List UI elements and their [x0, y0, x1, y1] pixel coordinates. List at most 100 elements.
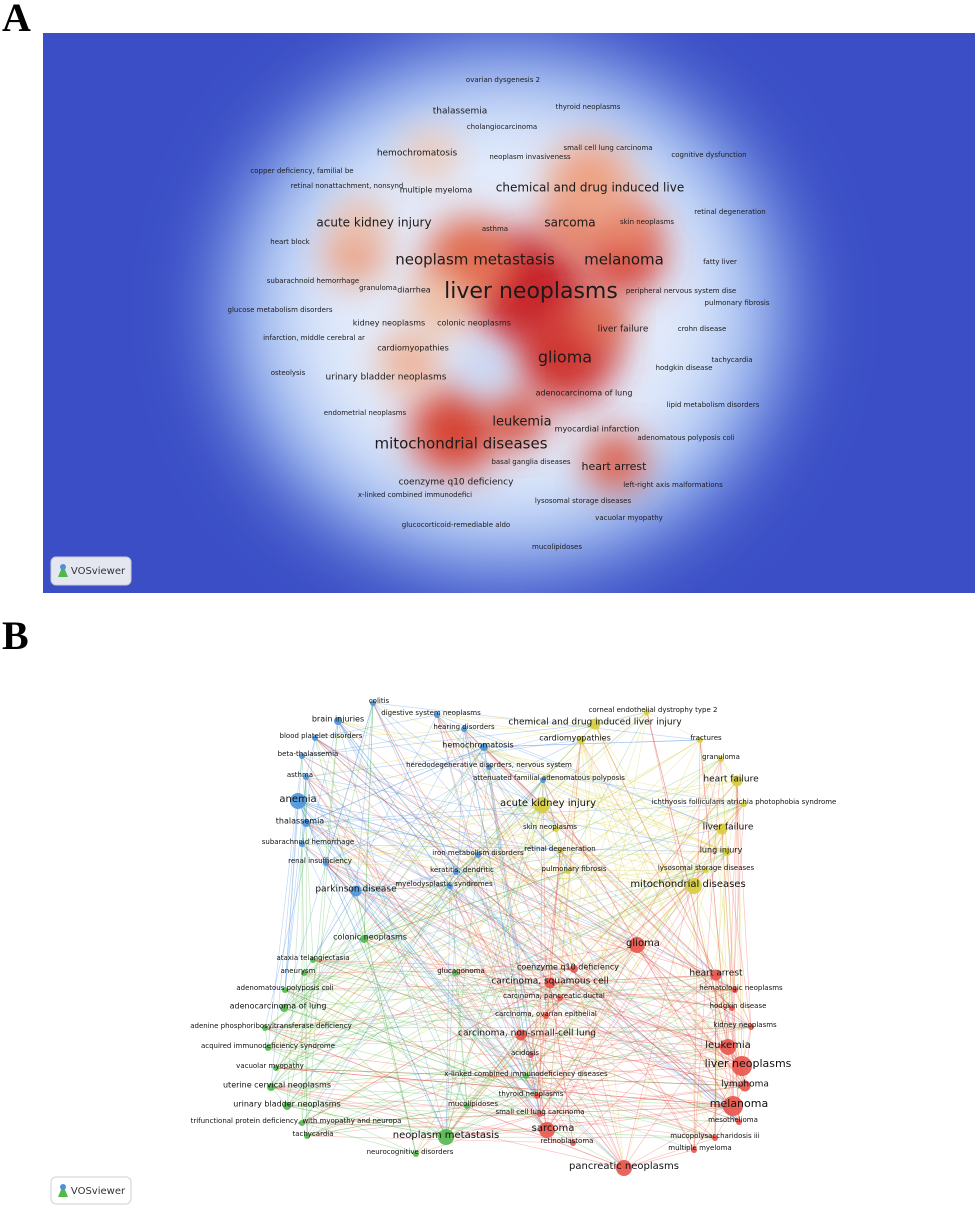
density-hotspot	[380, 332, 440, 392]
node	[732, 1056, 752, 1076]
density-hotspot	[548, 140, 632, 224]
edge	[306, 1085, 746, 1137]
edge	[488, 766, 695, 1151]
edge	[726, 851, 752, 1028]
edge	[303, 804, 543, 974]
node	[697, 737, 703, 743]
edge	[436, 714, 596, 725]
edge	[483, 746, 695, 887]
edge	[372, 702, 457, 873]
edge	[306, 1105, 468, 1137]
node-label: mucolipidoses	[448, 1100, 498, 1108]
edge	[636, 944, 736, 991]
edge	[559, 997, 729, 1048]
edge	[264, 1026, 752, 1029]
edge	[301, 755, 736, 991]
edge	[314, 737, 752, 1028]
edge	[314, 737, 743, 1067]
edge	[306, 1105, 468, 1137]
node-label: pulmonary fibrosis	[542, 865, 607, 873]
node-label: lung injury	[700, 846, 743, 855]
term-label: heart block	[270, 238, 310, 246]
edge	[270, 1086, 625, 1169]
node	[691, 1147, 697, 1153]
edge	[283, 702, 374, 1009]
edge	[284, 885, 695, 991]
edge	[542, 779, 561, 852]
edge	[325, 862, 538, 1097]
node	[452, 970, 458, 976]
node-label: sarcoma	[532, 1123, 575, 1134]
term-label: crohn disease	[678, 325, 727, 333]
edge	[355, 702, 374, 892]
edge	[559, 997, 716, 1139]
edge	[297, 800, 717, 976]
edge	[301, 843, 561, 999]
edge	[267, 1047, 734, 1107]
edge	[314, 723, 596, 739]
edge	[567, 739, 701, 872]
edge	[312, 959, 740, 1123]
edge	[325, 804, 543, 864]
node	[299, 753, 305, 759]
node	[736, 1119, 742, 1125]
edge	[301, 720, 339, 1124]
edge	[567, 870, 625, 1169]
density-hotspot	[485, 388, 545, 448]
node-label: glucagonoma	[437, 967, 485, 975]
edge	[693, 758, 722, 1151]
edge	[363, 870, 569, 940]
density-hotspot	[410, 275, 470, 335]
edge	[301, 982, 551, 1124]
edge	[305, 776, 740, 1123]
node-label: liver failure	[703, 823, 754, 833]
edge	[455, 871, 551, 984]
edge	[536, 850, 561, 1097]
edge	[301, 755, 548, 1131]
edge	[520, 1026, 752, 1036]
density-map: ovarian dysgenesis 2 thyroid neoplasms tha…	[43, 33, 975, 593]
edge	[275, 1067, 734, 1107]
node	[741, 801, 747, 807]
edge	[363, 938, 548, 1131]
edge	[545, 803, 745, 1017]
edge	[301, 746, 485, 845]
edge	[415, 1113, 541, 1155]
edge	[525, 828, 723, 1077]
edge	[623, 780, 738, 1169]
term-label: chemical and drug induced live	[496, 181, 684, 195]
edge	[436, 714, 522, 1036]
term-label: glucocorticoid-remediable aldo	[402, 521, 510, 529]
edge	[449, 885, 740, 1123]
edge	[594, 723, 740, 1123]
edge	[488, 766, 548, 1131]
node	[282, 987, 288, 993]
edge	[463, 728, 733, 1009]
node-label: parkinson disease	[315, 885, 397, 895]
node-label: ataxia telangiectasia	[276, 954, 349, 962]
edge	[572, 711, 648, 1144]
edge	[301, 755, 728, 853]
node	[544, 977, 556, 989]
edge	[305, 822, 695, 887]
term-label: fatty liver	[703, 258, 737, 266]
term-label: cognitive dysfunction	[671, 151, 746, 159]
edge	[449, 779, 544, 887]
edge	[355, 890, 734, 1107]
edge	[303, 972, 752, 1028]
edge	[525, 869, 707, 1077]
edge	[466, 1065, 743, 1107]
edge	[530, 997, 561, 1056]
node-label: colonic neoplasms	[333, 933, 407, 942]
logo-box	[50, 1176, 132, 1205]
node-label: hearing disorders	[433, 723, 495, 731]
edge	[549, 803, 745, 984]
edge	[636, 944, 746, 1087]
edge	[477, 854, 625, 1169]
edge	[306, 871, 457, 1137]
term-label: granuloma	[359, 284, 397, 292]
node-label: glioma	[626, 938, 660, 949]
edge	[270, 728, 465, 1088]
edge	[714, 974, 717, 1139]
